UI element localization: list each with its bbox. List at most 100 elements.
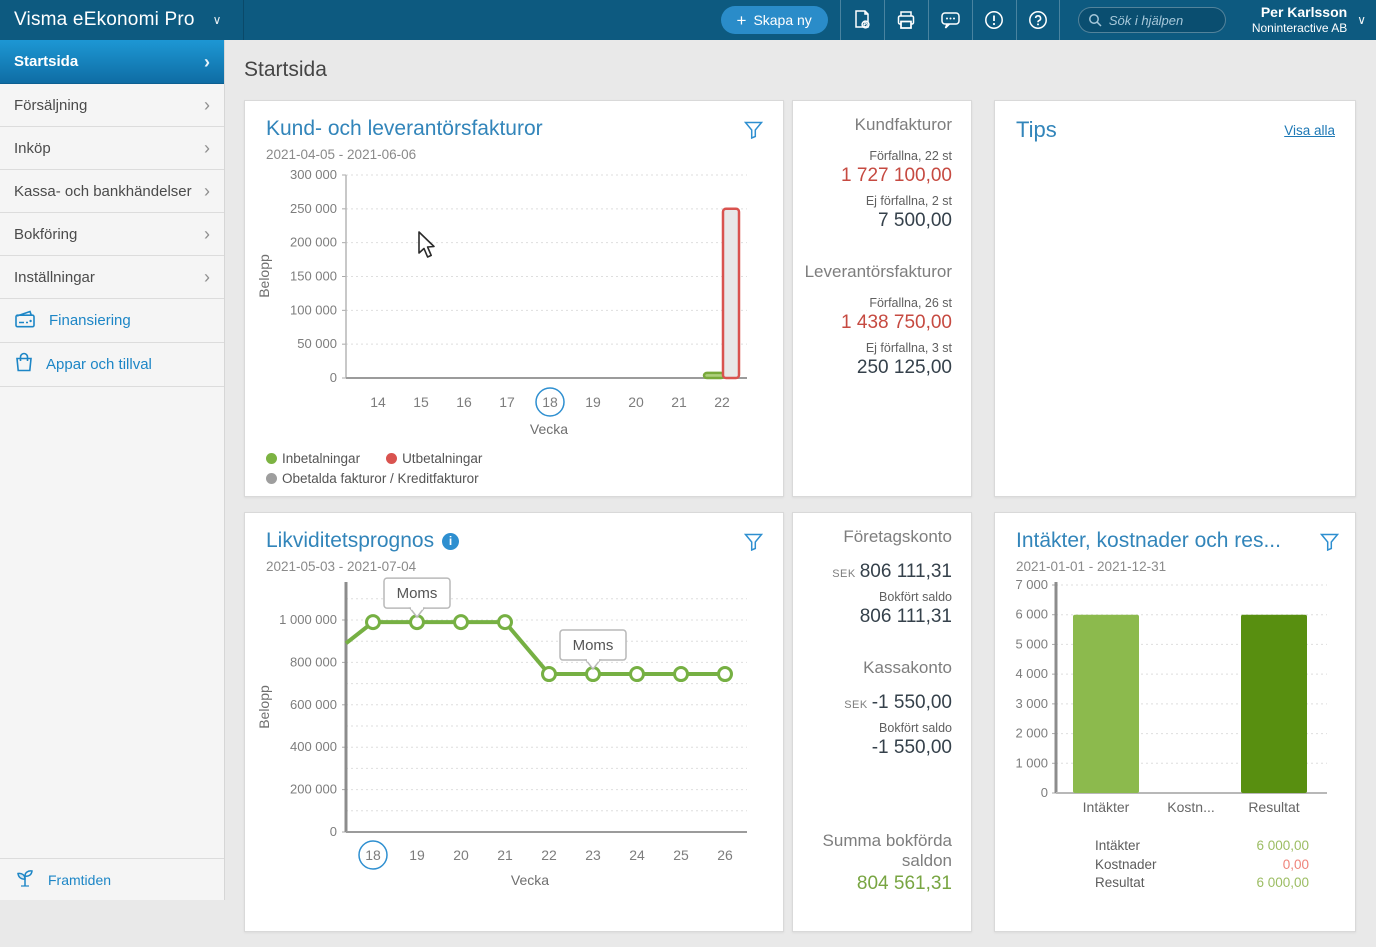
svg-text:250 000: 250 000 (290, 201, 337, 216)
tips-title: Tips (1016, 117, 1057, 142)
filter-icon[interactable] (743, 121, 764, 144)
svg-text:1 000 000: 1 000 000 (279, 612, 337, 627)
svg-text:22: 22 (714, 394, 730, 410)
user-name: Per Karlsson (1260, 3, 1348, 20)
svg-text:600 000: 600 000 (290, 697, 337, 712)
sidebar-item-finansiering[interactable]: Finansiering (0, 299, 224, 343)
result-chart-card: Intäkter, kostnader och res... 2021-01-0… (994, 512, 1356, 932)
customer-notdue-amount[interactable]: 7 500,00 (878, 210, 952, 231)
legend-dot-obetalda (266, 473, 277, 484)
chevron-right-icon: › (204, 181, 210, 201)
supplier-notdue-amount[interactable]: 250 125,00 (856, 357, 952, 378)
svg-text:100 000: 100 000 (290, 302, 337, 317)
liquidity-line (344, 620, 725, 677)
chart-bar (721, 207, 741, 380)
sidebar-item-inkop[interactable]: Inköp › (0, 127, 224, 170)
svg-text:Vecka: Vecka (511, 872, 549, 888)
svg-text:6 000: 6 000 (1015, 607, 1048, 622)
chevron-right-icon: › (204, 95, 210, 115)
app-title-chevron-down-icon[interactable]: ∨ (212, 13, 222, 27)
data-point (453, 614, 469, 631)
tips-card: Tips Visa alla (994, 100, 1356, 497)
data-point (541, 666, 557, 683)
svg-text:50 000: 50 000 (297, 336, 337, 351)
company-account-amount[interactable]: SEK 806 111,31 (832, 561, 952, 582)
sidebar-item-framtiden[interactable]: Framtiden (0, 858, 224, 900)
invoice-stats-card: Kundfakturor Förfallna, 22 st 1 727 100,… (792, 100, 972, 497)
print-icon[interactable] (883, 0, 928, 40)
chevron-right-icon: › (204, 51, 210, 72)
svg-text:800 000: 800 000 (290, 654, 337, 669)
legend-dot-utbetalningar (386, 453, 398, 464)
svg-text:21: 21 (497, 847, 513, 863)
chat-feedback-icon[interactable] (927, 0, 972, 40)
supplier-invoices-title: Leverantörsfakturor (804, 262, 952, 281)
svg-text:14: 14 (370, 394, 386, 410)
info-icon[interactable]: i (442, 533, 460, 550)
liquidity-chart-period: 2021-05-03 - 2021-07-04 (266, 559, 417, 574)
plus-icon: + (736, 10, 747, 30)
svg-text:Intäkter: Intäkter (1083, 799, 1130, 815)
sidebar-item-installningar[interactable]: Inställningar › (0, 256, 224, 299)
sidebar-item-bokforing[interactable]: Bokföring › (0, 213, 224, 256)
result-chart-title: Intäkter, kostnader och res... (1016, 529, 1281, 552)
main-content: Startsida Kund- och leverantörsfakturor … (225, 40, 1376, 932)
sidebar-item-forsaljning[interactable]: Försäljning › (0, 84, 224, 127)
chevron-right-icon: › (204, 224, 210, 244)
svg-text:23: 23 (585, 847, 601, 863)
svg-text:24: 24 (629, 847, 645, 863)
invoices-bar-chart: 0 50 000 100 000 150 000 200 000 250 000 300 0… (256, 167, 747, 437)
invoices-chart-period: 2021-04-05 - 2021-06-06 (266, 147, 417, 162)
top-bar: Visma eEkonomi Pro ∨ + Skapa ny (0, 0, 1376, 40)
highlighted-week (535, 387, 565, 417)
liquidity-chart-card: Likviditetsprognos i 2021-05-03 - 2021-07… (244, 512, 784, 932)
sidebar-item-kassa-bank[interactable]: Kassa- och bankhändelser › (0, 170, 224, 213)
chart-bar (1073, 614, 1139, 793)
svg-text:18: 18 (542, 394, 558, 410)
document-search-icon[interactable] (839, 0, 884, 40)
show-all-link[interactable]: Visa alla (1284, 123, 1335, 138)
data-point (629, 666, 645, 683)
filter-icon[interactable] (743, 533, 764, 556)
svg-text:0: 0 (330, 824, 337, 839)
alert-icon[interactable] (971, 0, 1016, 40)
company-account-title: Företagskonto (843, 527, 952, 546)
data-point (717, 666, 733, 683)
help-search-input[interactable] (1077, 7, 1226, 33)
chevron-right-icon: › (204, 138, 210, 158)
svg-text:26: 26 (717, 847, 733, 863)
filter-icon[interactable] (1319, 533, 1340, 556)
invoices-chart-legend: Inbetalningar Utbetalningar Obetalda fak… (266, 451, 783, 486)
result-bar-chart: 0 1 000 2 000 3 000 4 000 5 000 6 000 7 000 Intä… (1015, 577, 1327, 815)
cash-account-amount[interactable]: SEK -1 550,00 (844, 692, 952, 713)
help-icon[interactable] (1015, 0, 1060, 40)
user-menu[interactable]: Per Karlsson Noninteractive AB ∨ (1252, 4, 1366, 37)
result-chart-period: 2021-01-01 - 2021-12-31 (1016, 559, 1167, 574)
total-balance-value: 804 561,31 (856, 873, 952, 894)
sprout-icon (14, 867, 36, 892)
svg-text:Vecka: Vecka (530, 421, 568, 437)
supplier-overdue-amount[interactable]: 1 438 750,00 (841, 312, 952, 333)
svg-text:4 000: 4 000 (1015, 666, 1048, 681)
svg-text:17: 17 (499, 394, 515, 410)
svg-text:200 000: 200 000 (290, 235, 337, 250)
liquidity-chart-title: Likviditetsprognos i (266, 529, 460, 553)
svg-text:Moms: Moms (573, 637, 614, 654)
data-point (673, 666, 689, 683)
wallet-card-icon (14, 309, 37, 333)
data-point (365, 614, 381, 631)
app-title[interactable]: Visma eEkonomi Pro (14, 9, 195, 30)
sidebar-item-startsida[interactable]: Startsida › (0, 40, 224, 84)
sidebar-item-appar-och-tillval[interactable]: Appar och tillval (0, 343, 224, 387)
svg-text:19: 19 (409, 847, 425, 863)
svg-text:150 000: 150 000 (290, 269, 337, 284)
svg-text:21: 21 (671, 394, 687, 410)
customer-overdue-amount[interactable]: 1 727 100,00 (841, 165, 952, 186)
create-new-button[interactable]: + Skapa ny (720, 6, 828, 34)
customer-invoices-title: Kundfakturor (854, 115, 952, 134)
svg-text:3 000: 3 000 (1015, 696, 1048, 711)
svg-text:19: 19 (585, 394, 601, 410)
svg-text:Belopp: Belopp (256, 685, 272, 729)
svg-text:Belopp: Belopp (256, 254, 272, 298)
company-booked-amount: 806 111,31 (859, 606, 952, 627)
